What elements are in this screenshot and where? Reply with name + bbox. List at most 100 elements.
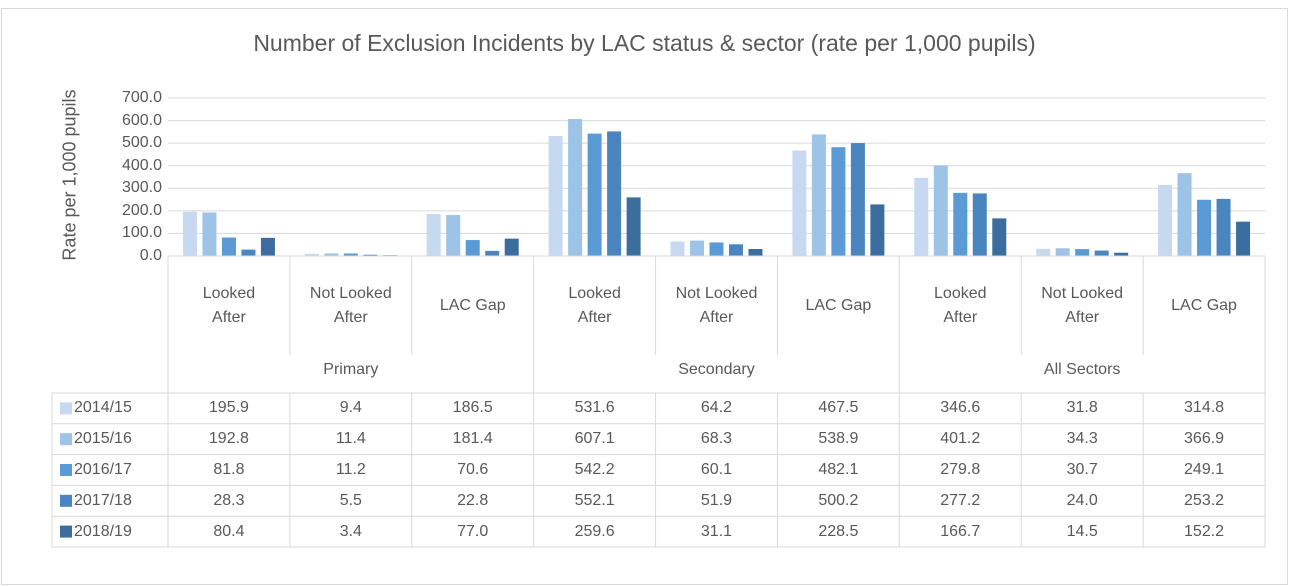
table-value: 3.4 [339,522,362,540]
bar [607,131,622,256]
y-tick-label: 100.0 [121,224,162,242]
table-value: 68.3 [700,430,733,448]
table-value: 249.1 [1184,460,1225,478]
table-value: 11.2 [335,460,366,478]
table-value: 531.6 [574,399,615,417]
table-value: 538.9 [818,430,859,448]
legend-key [60,464,72,476]
x-tick-label: Not Looked After [1041,284,1124,326]
bar [1177,173,1192,256]
bar [992,218,1007,256]
table-value: 5.5 [339,491,362,509]
table-value: 552.1 [574,491,615,509]
bar [670,241,685,256]
table-value: 314.8 [1184,399,1225,417]
bar [1197,199,1212,256]
legend-key [60,494,72,507]
bar [568,118,583,256]
bar [709,242,724,256]
bar [363,254,378,256]
bar [446,215,461,256]
table-value: 181.4 [452,430,493,448]
legend-label: 2017/18 [74,491,132,509]
bar [850,143,865,256]
group-label: Primary [323,361,379,378]
bar [426,213,441,256]
table-value: 277.2 [940,491,981,509]
legend-label: 2015/16 [74,430,132,448]
bar [241,249,256,256]
table-value: 34.3 [1066,430,1098,448]
table-value: 77.0 [457,522,489,540]
table-value: 30.7 [1066,460,1098,478]
bar [548,136,563,256]
table-value: 28.3 [213,491,245,509]
table-value: 64.2 [700,399,733,417]
bar [831,147,846,256]
bar [260,237,275,256]
bar [504,238,519,256]
bar [304,253,319,256]
bar [324,253,339,256]
y-tick-label: 600.0 [121,111,162,129]
table-value: 22.8 [457,491,489,509]
table-value: 542.2 [574,460,615,478]
y-tick-label: 700.0 [121,89,162,106]
bar [1158,184,1173,256]
table-value: 366.9 [1184,430,1225,448]
table-value: 51.9 [700,491,733,509]
x-tick-label: Not Looked After [675,284,758,326]
legend-label: 2014/15 [74,399,132,417]
bar [1036,248,1051,256]
bar [690,240,704,256]
bar [953,192,968,256]
bar [933,165,948,256]
group-label: All Sectors [1043,361,1121,378]
table-value: 81.8 [213,460,245,478]
bar [811,134,826,256]
chart-title: Number of Exclusion Incidents by LAC sta… [253,30,1036,56]
y-tick-label: 200.0 [121,201,162,219]
legend-key [60,402,72,415]
bar [870,204,885,256]
y-tick-label: 500.0 [121,134,162,152]
x-tick-label: LAC Gap [439,296,506,314]
table-value: 607.1 [574,430,615,448]
x-tick-label: Looked After [934,284,987,326]
table-value: 31.1 [700,522,733,540]
y-tick-label: 0.0 [139,247,162,264]
table-value: 11.4 [335,430,366,448]
table-value: 24.0 [1066,491,1098,509]
table-value: 346.6 [940,399,981,417]
table-value: 152.2 [1184,522,1225,540]
table-value: 253.2 [1184,491,1225,509]
table-value: 482.1 [818,460,859,478]
x-tick-label: LAC Gap [805,296,872,314]
x-tick-label: Looked After [202,284,256,326]
legend-key [60,525,72,538]
bar [1094,250,1109,256]
table-value: 31.8 [1066,399,1098,417]
bar [1236,221,1251,256]
table-value: 279.8 [940,460,981,478]
table-value: 259.6 [574,522,615,540]
y-axis-title: Rate per 1,000 pupils [59,89,80,261]
bar [626,197,641,256]
bar [1075,249,1090,256]
bar [465,240,480,256]
table-value: 70.6 [457,460,489,478]
bar [1216,198,1231,256]
bar [729,244,743,256]
table-value: 192.8 [208,430,249,448]
bar [792,150,807,256]
bar [748,248,763,256]
legend-label: 2016/17 [74,460,132,478]
chart-border [1,8,1288,585]
bar [221,237,236,256]
x-tick-label: LAC Gap [1171,296,1237,314]
bar [1114,252,1129,256]
legend-label: 2018/19 [74,522,132,540]
bar [485,250,500,256]
x-tick-label: Looked After [568,284,621,326]
